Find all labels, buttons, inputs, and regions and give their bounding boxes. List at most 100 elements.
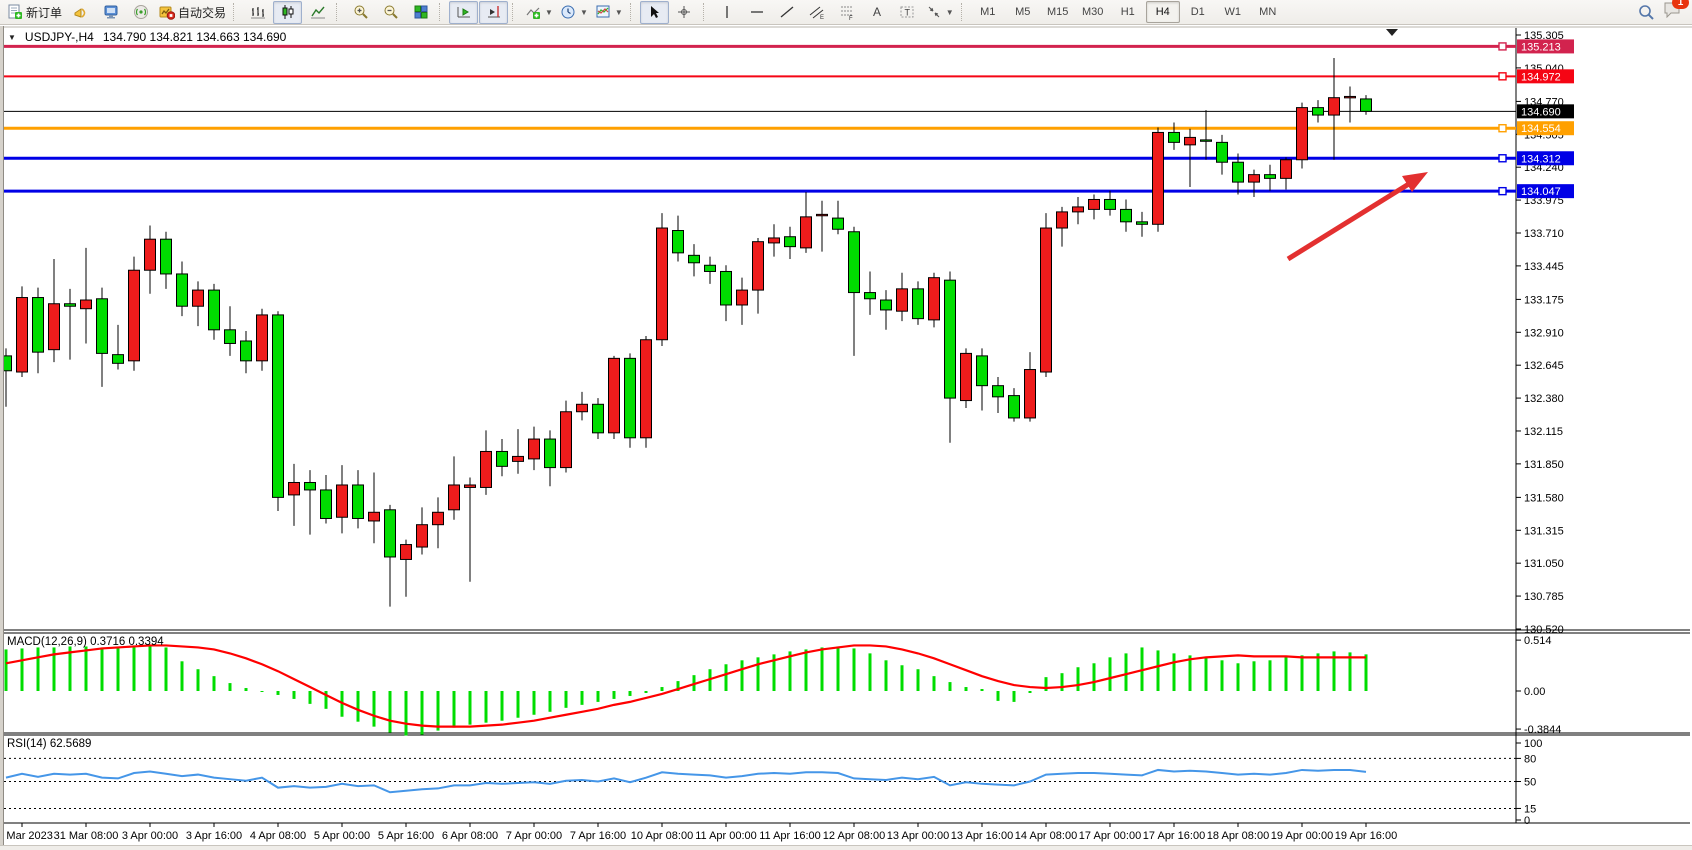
tile-windows-button[interactable] [406, 1, 435, 24]
macd-histogram-bar [1044, 677, 1048, 691]
arrows-tool-button[interactable]: ▼ [923, 1, 957, 24]
candlestick-chart-type-button[interactable] [273, 0, 303, 24]
line-end-handle[interactable] [1498, 186, 1507, 196]
auto-scroll-button[interactable] [449, 0, 479, 24]
templates-button[interactable]: ▼ [592, 1, 626, 24]
time-tick-label: 19 Apr 00:00 [1271, 830, 1333, 842]
trend-arrow-annotation[interactable] [1286, 179, 1414, 262]
macd-histogram-bar [452, 691, 456, 728]
new-order-button[interactable]: 新订单 [4, 1, 65, 24]
line-chart-type-button[interactable] [303, 1, 332, 24]
candlestick [1040, 227, 1052, 373]
trend-arrow-head [1402, 172, 1428, 192]
candlestick [1104, 198, 1116, 210]
timeframe-h4-button[interactable]: H4 [1145, 1, 1180, 23]
timeframe-m5-button[interactable]: M5 [1015, 6, 1031, 18]
line-end-handle[interactable] [1498, 124, 1507, 133]
toolbar-separator [233, 3, 239, 21]
candlestick [752, 241, 764, 291]
macd-histogram-bar [932, 676, 936, 691]
candlestick [688, 254, 700, 264]
bar-chart-type-button[interactable] [243, 1, 272, 24]
macd-histogram-bar [948, 682, 952, 691]
line-end-handle[interactable] [1498, 42, 1507, 51]
toolbar-separator [336, 3, 342, 21]
candlestick [976, 355, 988, 387]
macd-histogram-bar [1284, 657, 1288, 691]
crosshair-tool-button[interactable] [670, 1, 699, 24]
auto-trading-button[interactable]: 自动交易 [156, 1, 229, 24]
timeframe-mn-button[interactable]: MN [1259, 6, 1277, 18]
text-tool-button[interactable]: A [863, 1, 892, 24]
timeframe-m1-button[interactable]: M1 [980, 6, 996, 18]
price-tick-label: 131.850 [1524, 459, 1564, 471]
macd-histogram-bar [1316, 653, 1320, 691]
zoom-out-button[interactable] [376, 1, 405, 24]
zoom-in-button[interactable] [346, 1, 375, 24]
candlestick [1216, 141, 1228, 163]
candlestick [736, 289, 748, 306]
macd-histogram-bar [212, 676, 216, 691]
periods-button[interactable]: ▼ [557, 1, 591, 24]
chart-symbol-period: USDJPY-,H4 [24, 30, 94, 44]
macd-histogram-bar [1124, 653, 1128, 691]
market-button[interactable] [96, 1, 125, 24]
macd-histogram-bar [980, 689, 984, 691]
candlestick [1088, 198, 1100, 210]
notifications-button[interactable]: 1 [1663, 0, 1689, 23]
text-icon: A [873, 5, 881, 19]
timeframe-h1-button[interactable]: H1 [1120, 6, 1135, 18]
macd-signal-line [5, 644, 1366, 728]
window-bottom-edge [0, 845, 1692, 850]
macd-histogram-bar [548, 691, 552, 712]
line-chart-icon [310, 6, 325, 19]
macd-histogram-bar [900, 665, 904, 691]
chart-shift-button[interactable] [479, 0, 509, 24]
price-tick-label: 132.910 [1524, 327, 1564, 339]
macd-histogram-bar [1348, 652, 1352, 691]
candlestick [272, 314, 284, 498]
timeframe-w1-button[interactable]: W1 [1224, 6, 1241, 18]
macd-histogram-bar [644, 691, 648, 693]
macd-histogram-bar [1108, 657, 1112, 691]
cursor-tool-button[interactable] [639, 0, 669, 24]
trendline-tool-button[interactable] [773, 1, 802, 24]
candlestick [1184, 136, 1196, 146]
price-tick-label: 135.305 [1524, 30, 1564, 42]
timeframe-m15-button[interactable]: M15 [1047, 6, 1069, 18]
chart-canvas[interactable]: 135.305135.040134.770134.505134.240133.9… [0, 26, 1692, 850]
text-label-tool-button[interactable]: T [893, 1, 922, 24]
macd-histogram-bar [916, 669, 920, 691]
signals-button[interactable] [126, 1, 155, 24]
alerts-button[interactable] [66, 1, 95, 24]
timeframe-d1-button[interactable]: D1 [1190, 6, 1205, 18]
timeframe-m30-button[interactable]: M30 [1082, 6, 1104, 18]
indicators-button[interactable]: ▼ [522, 1, 556, 24]
line-end-handle[interactable] [1498, 154, 1507, 163]
horizontal-line-tool-button[interactable] [743, 1, 772, 24]
trendline-icon [780, 6, 794, 18]
main-toolbar: 新订单 [0, 0, 1692, 25]
candlestick [48, 303, 60, 351]
clock-icon [561, 5, 575, 19]
candlestick [592, 403, 604, 434]
chart-shift-marker[interactable] [1386, 29, 1398, 36]
macd-histogram-bar [404, 691, 408, 736]
fibonacci-tool-button[interactable]: F [833, 1, 862, 24]
price-tick-label: 131.050 [1524, 558, 1564, 570]
macd-histogram-bar [4, 649, 8, 691]
vertical-line-tool-button[interactable] [713, 1, 742, 24]
price-badge [1517, 104, 1574, 119]
candlestick [1056, 211, 1068, 229]
crosshair-icon [678, 6, 691, 18]
rsi-line [5, 768, 1367, 794]
candlestick [784, 236, 796, 248]
line-end-handle[interactable] [1498, 72, 1507, 81]
channel-tool-button[interactable]: E [803, 1, 832, 24]
candlestick [1024, 369, 1036, 419]
macd-histogram-bar [756, 657, 760, 691]
search-icon[interactable] [1638, 4, 1655, 21]
candlestick [1168, 131, 1180, 143]
time-tick-label: 12 Apr 08:00 [823, 830, 885, 842]
ohlc-panel-toggle[interactable]: ▼ [8, 32, 16, 42]
